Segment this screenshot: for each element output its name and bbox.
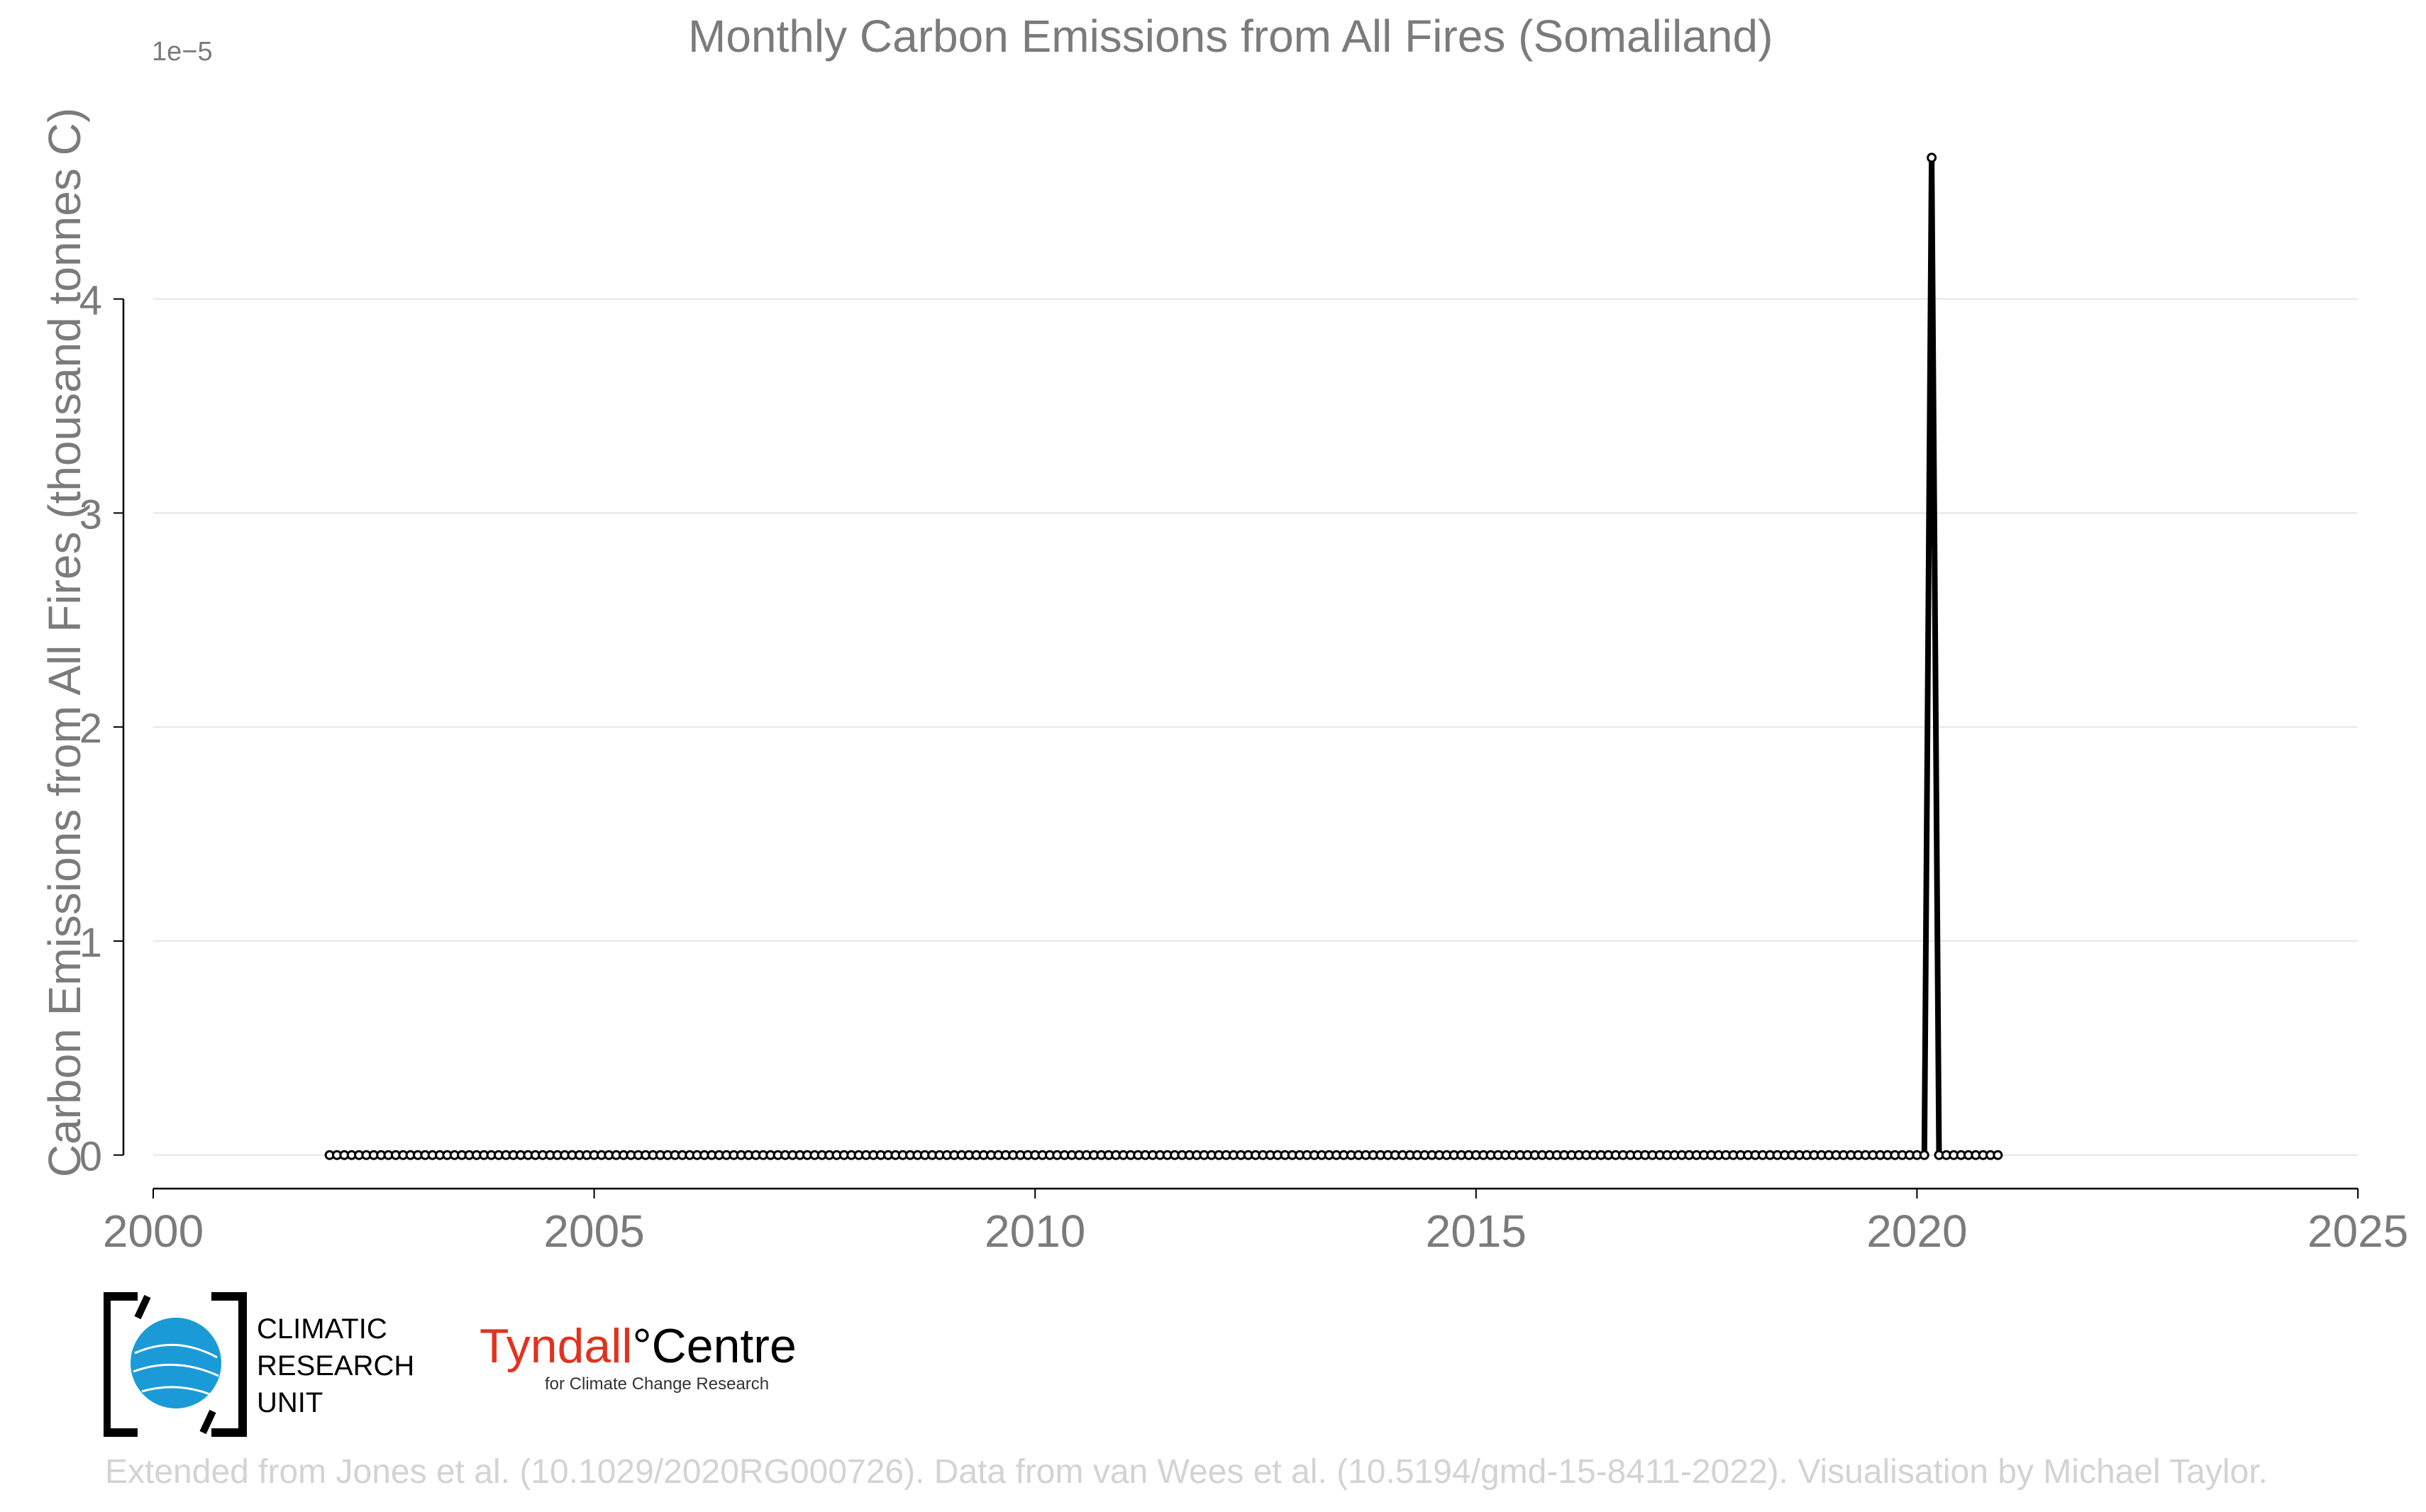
y-tick-label: 0 <box>79 1134 102 1180</box>
footer-credit: Extended from Jones et al. (10.1029/2020… <box>105 1453 2268 1491</box>
cru-line-1: CLIMATIC <box>257 1313 387 1345</box>
cru-line-3: UNIT <box>257 1387 323 1418</box>
tyndall-name: Tyndall <box>480 1319 633 1373</box>
series-line <box>329 157 1998 1158</box>
data-point <box>1993 1150 2003 1160</box>
x-tick-label: 2020 <box>1866 1206 1967 1257</box>
y-tick-label: 2 <box>79 706 102 752</box>
x-tick-label: 2025 <box>2308 1206 2408 1257</box>
tyndall-centre: Centre <box>651 1319 797 1373</box>
y-tick-label: 3 <box>79 491 102 538</box>
x-tick-label: 2015 <box>1426 1206 1527 1257</box>
tyndall-logo: Tyndall°Centre for Climate Change Resear… <box>480 1319 797 1399</box>
data-point <box>1927 152 1937 163</box>
axis-layer: 0 1 2 3 4 2000 2005 2010 2015 2020 2025 <box>79 278 2408 1257</box>
y-tick-label: 1 <box>79 920 102 966</box>
tyndall-degree: ° <box>632 1319 652 1373</box>
tyndall-subtitle: for Climate Change Research <box>545 1374 770 1394</box>
series-layer <box>324 152 2003 1160</box>
x-tick-label: 2005 <box>543 1206 644 1257</box>
cru-logo: CLIMATIC RESEARCH UNIT <box>104 1292 437 1437</box>
grid-layer <box>153 298 2358 1156</box>
x-tick-label: 2000 <box>103 1206 204 1257</box>
cru-globe-icon <box>104 1292 247 1437</box>
x-tick-label: 2010 <box>985 1206 1085 1257</box>
cru-line-2: RESEARCH <box>257 1350 415 1382</box>
chart-title: Monthly Carbon Emissions from All Fires … <box>688 11 1773 62</box>
data-point <box>1919 1150 1929 1160</box>
y-tick-label: 4 <box>79 278 102 324</box>
y-axis-exponent: 1e−5 <box>152 37 213 67</box>
